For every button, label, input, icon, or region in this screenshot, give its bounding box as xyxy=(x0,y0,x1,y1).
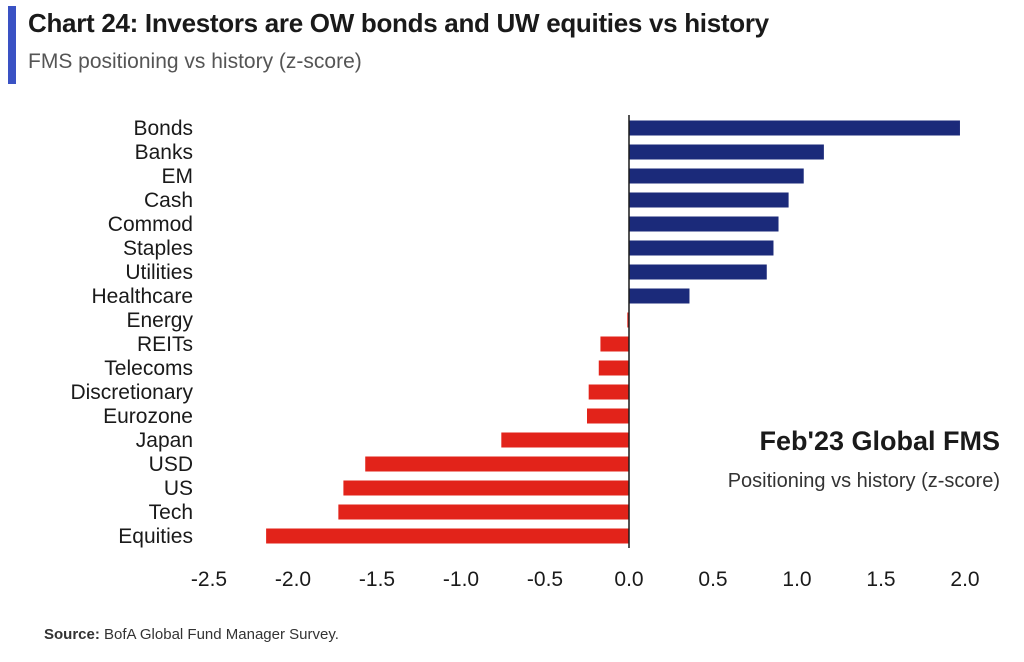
bar-us xyxy=(343,480,629,496)
bar-utilities xyxy=(629,264,767,280)
bars-group xyxy=(266,120,960,544)
x-tick-label: -0.5 xyxy=(527,568,563,591)
bar-telecoms xyxy=(598,360,629,376)
x-tick-label: 0.0 xyxy=(614,568,643,591)
category-label-equities: Equities xyxy=(118,525,193,548)
category-label-banks: Banks xyxy=(135,141,193,164)
chart-subtitle: FMS positioning vs history (z-score) xyxy=(28,50,362,73)
x-tick-labels-group: -2.5 -2.0 -1.5 -1.0 -0.5 0.0 0.5 1.0 1.5 2.0 xyxy=(191,568,980,591)
source-text: BofA Global Fund Manager Survey. xyxy=(99,626,339,643)
bar-discretionary xyxy=(588,384,629,400)
x-tick-label: 1.5 xyxy=(866,568,895,591)
category-label-commod: Commod xyxy=(108,213,193,236)
category-label-telecoms: Telecoms xyxy=(104,357,193,380)
bar-japan xyxy=(501,432,629,448)
bar-cash xyxy=(629,192,789,208)
annotation-title: Feb'23 Global FMS xyxy=(760,426,1000,456)
annotation-subtitle: Positioning vs history (z-score) xyxy=(728,470,1000,492)
x-tick-label: 0.5 xyxy=(698,568,727,591)
bar-equities xyxy=(266,528,629,544)
category-label-energy: Energy xyxy=(126,309,193,332)
x-tick-label: 2.0 xyxy=(950,568,979,591)
bar-usd xyxy=(365,456,629,472)
category-label-bonds: Bonds xyxy=(133,117,193,140)
category-label-utilities: Utilities xyxy=(125,261,193,284)
x-tick-label: -1.5 xyxy=(359,568,395,591)
bar-staples xyxy=(629,240,774,256)
bar-healthcare xyxy=(629,288,690,304)
category-label-eurozone: Eurozone xyxy=(103,405,193,428)
chart-title: Chart 24: Investors are OW bonds and UW … xyxy=(28,8,769,38)
bar-em xyxy=(629,168,804,184)
bar-tech xyxy=(338,504,629,520)
category-label-us: US xyxy=(164,477,193,500)
x-tick-label: -1.0 xyxy=(443,568,479,591)
category-label-reits: REITs xyxy=(137,333,193,356)
bar-commod xyxy=(629,216,779,232)
title-accent-bar xyxy=(8,6,16,84)
source-note: Source: BofA Global Fund Manager Survey. xyxy=(44,626,339,643)
source-label: Source: xyxy=(44,626,100,643)
category-label-discretionary: Discretionary xyxy=(70,381,193,404)
category-label-tech: Tech xyxy=(149,501,193,524)
category-label-staples: Staples xyxy=(123,237,193,260)
x-tick-label: -2.0 xyxy=(275,568,311,591)
category-label-usd: USD xyxy=(149,453,193,476)
x-tick-label: 1.0 xyxy=(782,568,811,591)
bar-reits xyxy=(600,336,629,352)
bar-banks xyxy=(629,144,824,160)
category-label-healthcare: Healthcare xyxy=(91,285,193,308)
category-label-japan: Japan xyxy=(136,429,193,452)
bar-eurozone xyxy=(587,408,629,424)
bar-energy xyxy=(627,312,629,328)
x-tick-label: -2.5 xyxy=(191,568,227,591)
category-labels-group: BondsBanksEMCashCommodStaplesUtilitiesHe… xyxy=(70,117,193,548)
category-label-em: EM xyxy=(162,165,194,188)
category-label-cash: Cash xyxy=(144,189,193,212)
bar-bonds xyxy=(629,120,960,136)
